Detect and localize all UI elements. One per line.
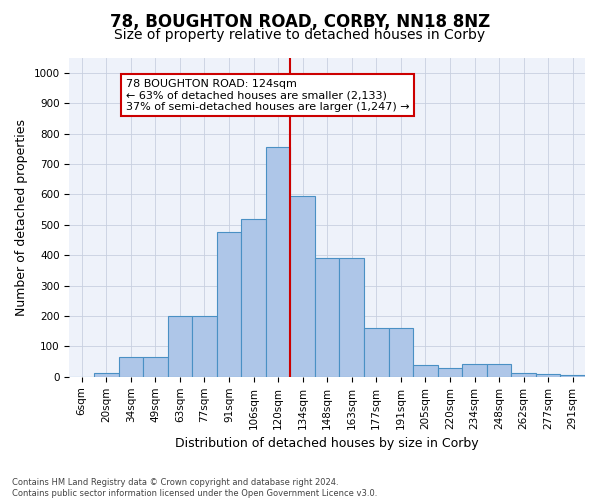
- Text: Contains HM Land Registry data © Crown copyright and database right 2024.
Contai: Contains HM Land Registry data © Crown c…: [12, 478, 377, 498]
- Bar: [487, 364, 511, 377]
- Bar: [143, 357, 167, 377]
- Bar: [437, 368, 462, 377]
- Text: 78 BOUGHTON ROAD: 124sqm
← 63% of detached houses are smaller (2,133)
37% of sem: 78 BOUGHTON ROAD: 124sqm ← 63% of detach…: [126, 79, 409, 112]
- Bar: [167, 316, 192, 377]
- Bar: [217, 232, 241, 377]
- X-axis label: Distribution of detached houses by size in Corby: Distribution of detached houses by size …: [175, 437, 479, 450]
- Bar: [290, 196, 315, 377]
- Y-axis label: Number of detached properties: Number of detached properties: [15, 118, 28, 316]
- Text: Size of property relative to detached houses in Corby: Size of property relative to detached ho…: [115, 28, 485, 42]
- Bar: [560, 376, 585, 377]
- Bar: [536, 374, 560, 377]
- Bar: [389, 328, 413, 377]
- Bar: [241, 218, 266, 377]
- Text: 78, BOUGHTON ROAD, CORBY, NN18 8NZ: 78, BOUGHTON ROAD, CORBY, NN18 8NZ: [110, 12, 490, 30]
- Bar: [315, 258, 340, 377]
- Bar: [119, 357, 143, 377]
- Bar: [192, 316, 217, 377]
- Bar: [266, 147, 290, 377]
- Bar: [340, 258, 364, 377]
- Bar: [94, 373, 119, 377]
- Bar: [462, 364, 487, 377]
- Bar: [364, 328, 389, 377]
- Bar: [413, 364, 437, 377]
- Bar: [511, 373, 536, 377]
